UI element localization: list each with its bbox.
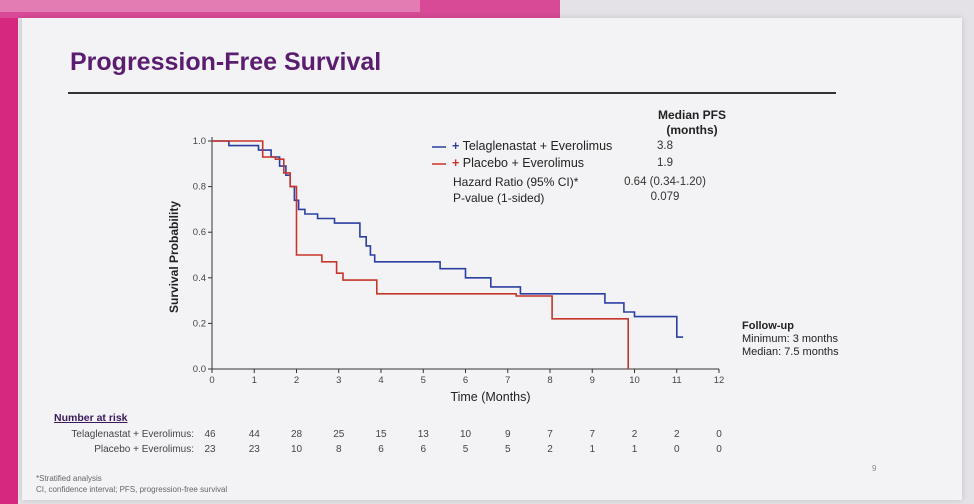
legend-label-telaglenastat: Telaglenastat + Everolimus [462,139,613,153]
legend-value-telaglenastat: 3.8 [657,140,673,152]
x-tick-label: 11 [672,375,682,386]
risk-count: 0 [716,429,722,440]
legend-pvalue-value: 0.079 [650,191,680,203]
risk-count: 2 [547,444,553,455]
risk-count: 5 [462,444,469,455]
risk-count: 2 [673,429,680,440]
background-stripe-left [0,0,18,504]
legend-hazard-ratio-value: 0.64 (0.34-1.20) [624,176,706,188]
risk-count: 46 [204,429,216,440]
y-tick-label: 0.8 [193,182,206,193]
risk-count: 25 [333,429,345,440]
y-tick-label: 0.2 [193,318,206,329]
x-tick-label: 6 [463,375,468,386]
risk-count: 10 [290,444,303,455]
legend-marker-icon: + [452,139,460,153]
risk-count: 9 [504,429,511,440]
x-tick-label: 3 [336,375,341,386]
risk-row-label-placebo: Placebo + Everolimus: [94,444,194,455]
risk-count: 6 [420,444,427,455]
legend-header-line1: Median PFS [657,108,726,122]
x-tick-label: 8 [547,375,552,386]
follow-up-median: Median: 7.5 months [742,346,839,358]
slide: Progression-Free Survival 0.0 0.2 0.4 0.6 0.… [22,18,962,500]
x-tick-label: 10 [629,375,640,386]
risk-count: 1 [631,444,638,455]
risk-count: 23 [248,444,260,455]
legend-pvalue-label: P-value (1-sided) [453,191,545,205]
risk-count: 7 [547,429,553,440]
risk-count: 8 [335,444,342,455]
legend-entry-placebo: + Placebo + Everolimus [452,156,584,170]
x-tick-label: 12 [714,375,725,386]
footnote-abbreviations: CI, confidence interval; PFS, progressio… [36,485,228,494]
legend-hazard-ratio-label: Hazard Ratio (95% CI)* [453,175,579,189]
risk-count: 15 [375,429,387,440]
legend-entry-telaglenastat: + Telaglenastat + Everolimus [452,139,612,153]
footnote-stratified: *Stratified analysis [36,474,102,483]
risk-count: 7 [589,429,596,440]
slide-title: Progression-Free Survival [70,48,382,76]
x-tick-label: 0 [209,375,214,386]
follow-up-box: Follow-up Minimum: 3 months Median: 7.5 … [742,320,839,359]
x-tick-label: 9 [590,375,595,386]
background-stripe-top-light [0,0,420,12]
legend-header-line2: (months) [666,123,718,137]
risk-count: 2 [631,429,638,440]
follow-up-heading: Follow-up [742,320,794,332]
risk-count: 1 [589,444,596,455]
page-number: 9 [872,464,877,473]
title-divider [68,92,836,94]
x-tick-label: 1 [252,375,257,386]
x-tick-label: 5 [421,375,426,386]
number-at-risk-heading: Number at risk [54,412,128,424]
x-axis-label: Time (Months) [450,390,530,404]
legend-marker-icon: + [452,156,460,170]
y-tick-label: 1.0 [193,136,206,147]
follow-up-minimum: Minimum: 3 months [742,333,838,345]
risk-count: 23 [204,444,216,455]
x-tick-label: 7 [505,375,510,386]
legend-header: Median PFS (months) [622,108,762,138]
risk-count: 0 [716,444,722,455]
risk-count: 28 [290,429,303,440]
risk-count: 10 [459,429,472,440]
legend-value-placebo: 1.9 [657,157,673,169]
risk-count: 13 [417,429,429,440]
risk-count: 0 [673,444,680,455]
risk-count: 5 [504,444,511,455]
y-tick-label: 0.4 [193,273,206,284]
km-curve-telaglenastat [212,140,684,338]
y-tick-label: 0.0 [193,364,206,375]
legend-label-placebo: Placebo + Everolimus [462,156,585,170]
risk-count: 44 [248,429,260,440]
x-tick-label: 2 [294,375,299,386]
risk-row-label-telaglenastat: Telaglenastat + Everolimus: [71,429,194,440]
y-axis-label: Survival Probability [167,201,181,313]
x-tick-label: 4 [378,375,383,386]
risk-count: 6 [378,444,384,455]
km-curve-placebo [212,140,629,369]
y-tick-label: 0.6 [193,227,206,238]
